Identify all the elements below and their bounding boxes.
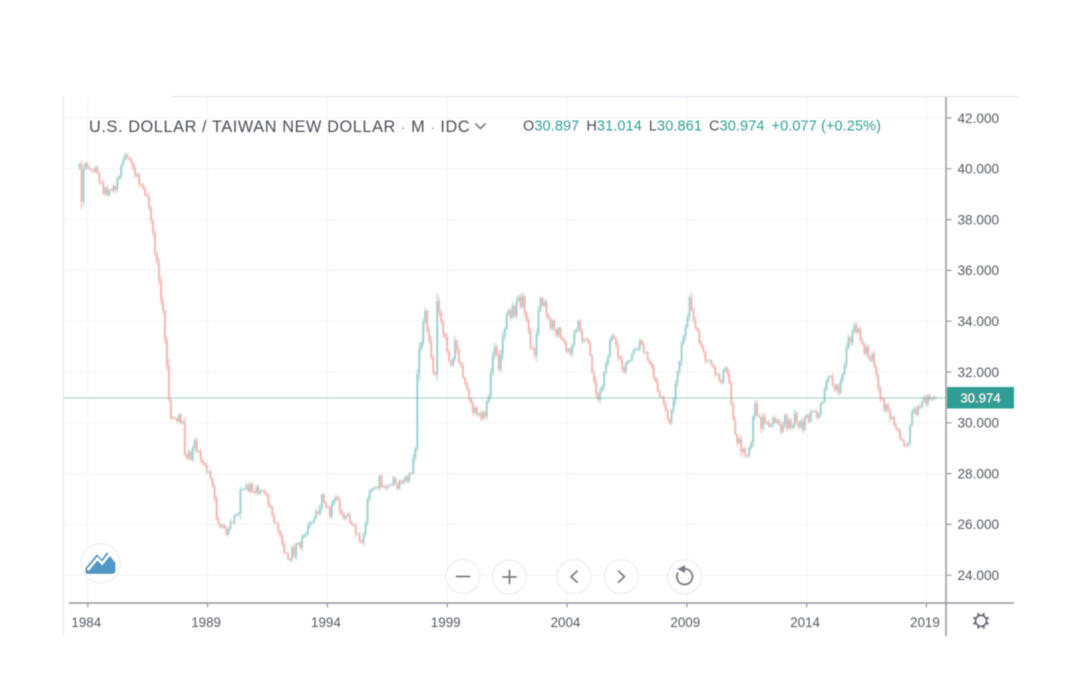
svg-text:30.974: 30.974 xyxy=(960,390,1000,405)
svg-text:1989: 1989 xyxy=(191,615,221,630)
svg-text:38.000: 38.000 xyxy=(958,212,1000,227)
svg-text:1994: 1994 xyxy=(311,615,341,630)
svg-text:28.000: 28.000 xyxy=(958,466,1000,481)
svg-text:26.000: 26.000 xyxy=(958,517,1000,532)
svg-text:U.S. DOLLAR / TAIWAN NEW DOLLA: U.S. DOLLAR / TAIWAN NEW DOLLAR · M · ID… xyxy=(89,118,470,136)
svg-text:42.000: 42.000 xyxy=(958,111,1000,126)
svg-text:2019: 2019 xyxy=(910,615,940,630)
svg-text:32.000: 32.000 xyxy=(958,365,1000,380)
svg-text:24.000: 24.000 xyxy=(958,568,1000,583)
svg-text:2009: 2009 xyxy=(670,615,700,630)
svg-text:2004: 2004 xyxy=(551,615,581,630)
svg-text:1999: 1999 xyxy=(431,615,461,630)
svg-text:1984: 1984 xyxy=(71,615,101,630)
svg-text:2014: 2014 xyxy=(790,615,820,630)
svg-text:36.000: 36.000 xyxy=(958,263,1000,278)
svg-text:40.000: 40.000 xyxy=(958,162,1000,177)
svg-text:34.000: 34.000 xyxy=(958,314,1000,329)
svg-text:30.000: 30.000 xyxy=(958,416,1000,431)
